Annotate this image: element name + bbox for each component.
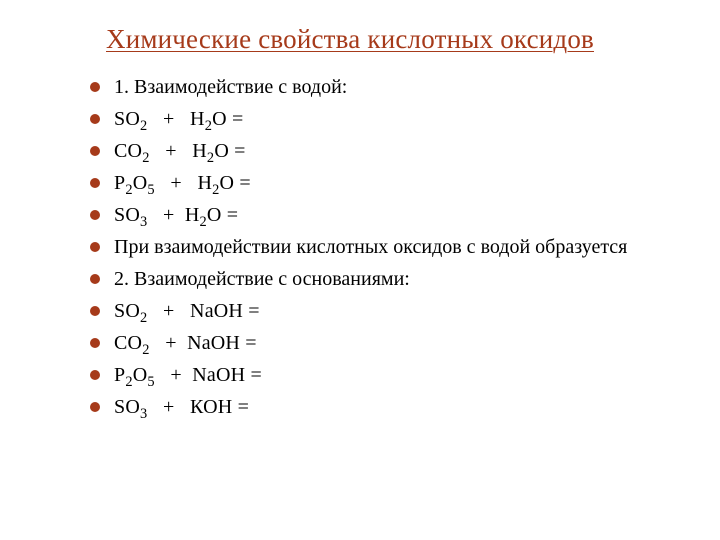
list-item: SO3 + H2O = [90,201,670,230]
list-item: При взаимодействии кислотных оксидов с в… [90,233,670,262]
list-item-text: При взаимодействии кислотных оксидов с в… [114,236,627,258]
formula: SO3 + КОН = [114,396,249,418]
slide-title: Химические свойства кислотных оксидов [106,24,670,55]
slide: Химические свойства кислотных оксидов 1.… [0,0,720,449]
list-item: SO2 + NaOH = [90,297,670,326]
formula: P2O5 + H2O = [114,172,251,194]
formula: SO3 + H2O = [114,204,238,226]
list-item: CO2 + NaOH = [90,329,670,358]
list-item: 1. Взаимодействие с водой: [90,73,670,102]
formula: CO2 + H2O = [114,140,246,162]
bullet-list: 1. Взаимодействие с водой: SO2 + H2O = CO… [90,73,670,422]
formula: SO2 + NaOH = [114,300,260,322]
list-item: CO2 + H2O = [90,137,670,166]
list-item: P2O5 + NaOH = [90,361,670,390]
list-item-text: 1. Взаимодействие с водой: [114,76,347,98]
formula: SO2 + H2O = [114,108,243,130]
list-item-text: 2. Взаимодействие с основаниями: [114,268,410,290]
list-item: SO2 + H2O = [90,105,670,134]
list-item: 2. Взаимодействие с основаниями: [90,265,670,294]
list-item: P2O5 + H2O = [90,169,670,198]
formula: CO2 + NaOH = [114,332,257,354]
list-item: SO3 + КОН = [90,393,670,422]
formula: P2O5 + NaOH = [114,364,262,386]
